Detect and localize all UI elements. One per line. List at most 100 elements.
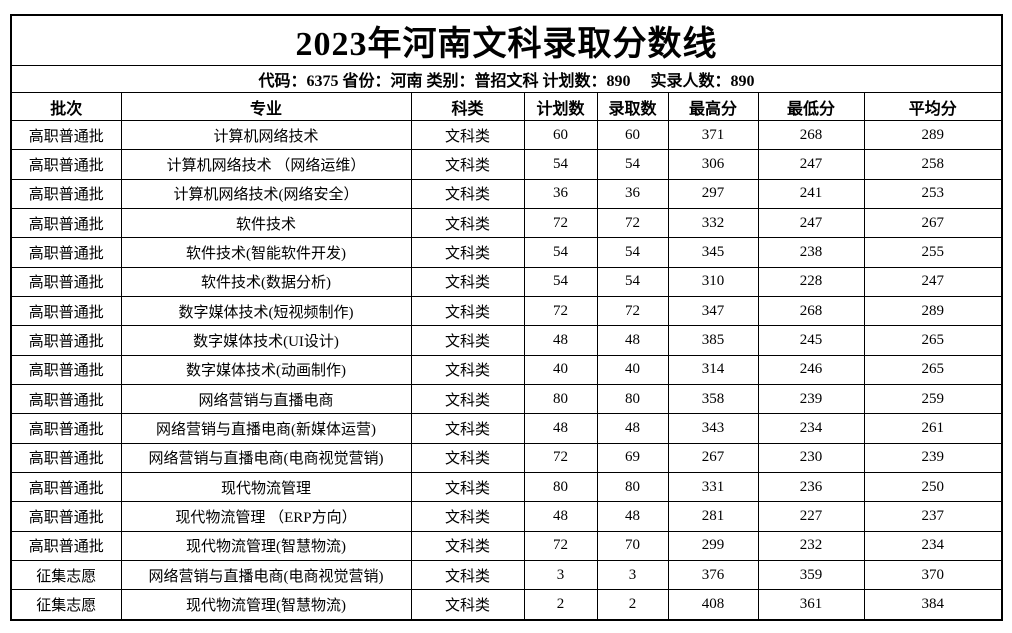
cell-major: 网络营销与直播电商(新媒体运营) [120,413,412,444]
cell-max-score: 281 [667,501,759,532]
cell-min-score: 268 [757,119,865,151]
cell-max-score: 299 [667,530,759,561]
table-row: 高职普通批 软件技术(智能软件开发) 文科类 54 54 345 238 255 [10,237,1003,268]
cell-plan-count: 40 [523,354,598,385]
cell-admitted-count: 36 [596,178,669,209]
cell-admitted-count: 72 [596,295,669,327]
cell-major: 软件技术(数据分析) [120,266,412,297]
cell-admitted-count: 54 [596,149,669,180]
cell-batch: 征集志愿 [10,559,122,591]
cell-min-score: 241 [757,178,865,209]
cell-admitted-count: 54 [596,237,669,268]
cell-min-score: 238 [757,237,865,268]
column-header-batch: 批次 [10,92,122,121]
cell-major: 计算机网络技术 [120,119,412,151]
cell-min-score: 268 [757,295,865,327]
cell-max-score: 267 [667,442,759,473]
cell-major: 计算机网络技术 （网络运维） [120,149,412,180]
cell-avg-score: 239 [863,442,1003,473]
cell-avg-score: 258 [863,149,1003,180]
cell-min-score: 234 [757,413,865,444]
table-row: 高职普通批 现代物流管理(智慧物流) 文科类 72 70 299 232 234 [10,530,1003,561]
cell-avg-score: 384 [863,589,1003,621]
cell-subject-type: 文科类 [410,589,525,621]
cell-plan-count: 36 [523,178,598,209]
cell-major: 软件技术 [120,207,412,239]
cell-admitted-count: 69 [596,442,669,473]
cell-avg-score: 253 [863,178,1003,209]
cell-subject-type: 文科类 [410,530,525,561]
header-row: 批次 专业 科类 计划数 录取数 最高分 最低分 平均分 [10,92,1003,121]
table-row: 高职普通批 软件技术 文科类 72 72 332 247 267 [10,207,1003,239]
cell-subject-type: 文科类 [410,149,525,180]
cell-max-score: 371 [667,119,759,151]
cell-avg-score: 289 [863,295,1003,327]
cell-major: 网络营销与直播电商(电商视觉营销) [120,442,412,473]
cell-min-score: 246 [757,354,865,385]
table-row: 高职普通批 计算机网络技术 文科类 60 60 371 268 289 [10,119,1003,151]
cell-plan-count: 3 [523,559,598,591]
cell-max-score: 297 [667,178,759,209]
cell-batch: 高职普通批 [10,295,122,327]
table-row: 高职普通批 数字媒体技术(动画制作) 文科类 40 40 314 246 265 [10,354,1003,385]
cell-plan-count: 48 [523,413,598,444]
table-row: 高职普通批 网络营销与直播电商(电商视觉营销) 文科类 72 69 267 230 239 [10,442,1003,473]
cell-plan-count: 80 [523,471,598,503]
cell-plan-count: 60 [523,119,598,151]
cell-min-score: 236 [757,471,865,503]
cell-admitted-count: 72 [596,207,669,239]
table-row: 征集志愿 现代物流管理(智慧物流) 文科类 2 2 408 361 384 [10,589,1003,621]
meta-row: 代码：6375 省份：河南 类别：普招文科 计划数：890 实录人数：890 [10,65,1003,93]
cell-plan-count: 72 [523,530,598,561]
cell-avg-score: 289 [863,119,1003,151]
cell-subject-type: 文科类 [410,207,525,239]
column-header-plan-count: 计划数 [523,92,598,121]
meta-line: 代码：6375 省份：河南 类别：普招文科 计划数：890 实录人数：890 [10,65,1003,93]
cell-plan-count: 48 [523,325,598,356]
cell-plan-count: 72 [523,442,598,473]
cell-plan-count: 48 [523,501,598,532]
table-row: 高职普通批 软件技术(数据分析) 文科类 54 54 310 228 247 [10,266,1003,297]
table-row: 高职普通批 现代物流管理 （ERP方向） 文科类 48 48 281 227 237 [10,501,1003,532]
cell-plan-count: 54 [523,237,598,268]
cell-admitted-count: 48 [596,413,669,444]
cell-major: 网络营销与直播电商(电商视觉营销) [120,559,412,591]
cell-major: 网络营销与直播电商 [120,383,412,415]
column-header-avg-score: 平均分 [863,92,1003,121]
cell-batch: 高职普通批 [10,119,122,151]
cell-max-score: 408 [667,589,759,621]
cell-min-score: 361 [757,589,865,621]
cell-subject-type: 文科类 [410,237,525,268]
cell-avg-score: 250 [863,471,1003,503]
cell-batch: 高职普通批 [10,530,122,561]
cell-batch: 高职普通批 [10,325,122,356]
cell-avg-score: 247 [863,266,1003,297]
cell-subject-type: 文科类 [410,119,525,151]
cell-batch: 高职普通批 [10,501,122,532]
cell-min-score: 230 [757,442,865,473]
cell-subject-type: 文科类 [410,471,525,503]
cell-batch: 高职普通批 [10,207,122,239]
cell-max-score: 345 [667,237,759,268]
cell-subject-type: 文科类 [410,178,525,209]
table-row: 高职普通批 计算机网络技术(网络安全） 文科类 36 36 297 241 253 [10,178,1003,209]
column-header-admitted-count: 录取数 [596,92,669,121]
cell-max-score: 306 [667,149,759,180]
cell-subject-type: 文科类 [410,442,525,473]
cell-batch: 征集志愿 [10,589,122,621]
cell-admitted-count: 48 [596,325,669,356]
cell-plan-count: 72 [523,295,598,327]
cell-admitted-count: 40 [596,354,669,385]
cell-avg-score: 237 [863,501,1003,532]
cell-subject-type: 文科类 [410,413,525,444]
cell-admitted-count: 80 [596,383,669,415]
column-header-major: 专业 [120,92,412,121]
cell-major: 计算机网络技术(网络安全） [120,178,412,209]
cell-max-score: 385 [667,325,759,356]
admission-score-table: 2023年河南文科录取分数线 代码：6375 省份：河南 类别：普招文科 计划数… [10,14,1003,621]
cell-max-score: 310 [667,266,759,297]
cell-max-score: 376 [667,559,759,591]
title-row: 2023年河南文科录取分数线 [10,14,1003,66]
cell-max-score: 358 [667,383,759,415]
cell-batch: 高职普通批 [10,266,122,297]
